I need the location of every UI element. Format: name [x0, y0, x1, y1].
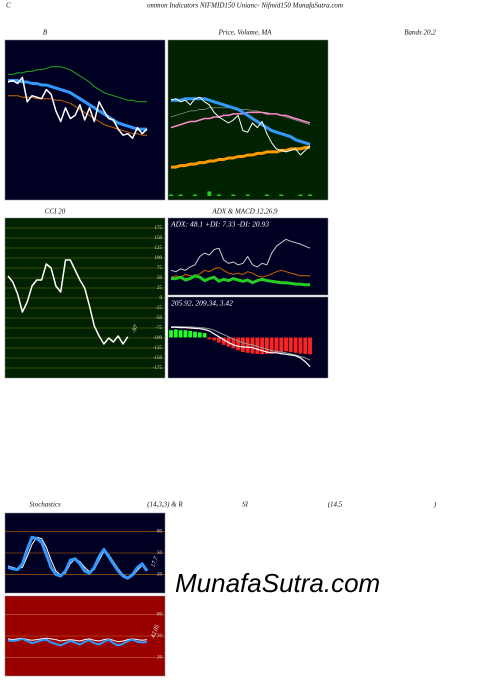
y-tick-label: 50 — [157, 276, 163, 281]
series-line — [7, 637, 148, 643]
panel-title: Bands 20,2 — [404, 29, 436, 37]
bar — [298, 194, 303, 196]
bar — [183, 330, 188, 338]
panel-title: (14,3,3) & R — [147, 501, 183, 509]
bar — [308, 194, 312, 196]
bar — [217, 194, 221, 196]
bar — [207, 337, 212, 340]
panel-title: ADX & MACD 12,26,9 — [211, 208, 278, 216]
series-line — [8, 79, 147, 131]
y-tick-label: 75 — [157, 266, 163, 271]
y-tick-label: 125 — [155, 246, 163, 251]
bar — [193, 331, 197, 338]
indicator-values: ADX: 48.1 +DI: 7.33 -DI: 20.93 — [170, 220, 269, 229]
series-line — [171, 326, 311, 361]
bar — [212, 337, 217, 341]
bar — [207, 191, 212, 196]
bar — [221, 337, 226, 345]
panel-title: Stochastics — [29, 501, 61, 509]
y-tick-label: 50 — [157, 634, 163, 639]
series-line — [170, 111, 311, 129]
series-line — [7, 535, 149, 580]
bar — [269, 337, 274, 354]
y-tick-label: 20 — [157, 573, 163, 578]
series-line — [171, 145, 310, 169]
series-line — [171, 326, 311, 368]
bar — [173, 329, 178, 338]
bar — [178, 194, 183, 196]
bar — [240, 337, 245, 353]
series-line — [170, 238, 311, 273]
bar — [169, 194, 173, 196]
y-tick-label: -50 — [155, 316, 162, 321]
series-line — [7, 76, 148, 139]
watermark: MunafaSutra.com — [175, 568, 380, 598]
panel-title: CCI 20 — [45, 208, 66, 216]
y-tick-label: -75 — [155, 326, 162, 331]
indicator-values: 205.92, 209.34, 3.42 — [171, 299, 233, 308]
series-line — [171, 97, 311, 146]
value-label: 17.7 — [151, 555, 161, 568]
header-left: C — [6, 2, 11, 10]
bar — [217, 337, 221, 343]
series-line — [7, 259, 129, 345]
value-label: -97 — [131, 323, 140, 334]
bar — [279, 337, 284, 353]
bar — [197, 332, 202, 338]
y-tick-label: 100 — [155, 256, 163, 261]
series-line — [7, 637, 148, 647]
panel-title: (14,5 — [328, 501, 343, 509]
bar — [303, 337, 308, 354]
bar — [193, 194, 197, 196]
header-title: ommon Indicators NIFMID150 Unianc- Nifmi… — [147, 2, 343, 10]
panel-title: Price, Volume, MA — [218, 29, 273, 37]
y-tick-label: -150 — [153, 356, 163, 361]
y-tick-label: 150 — [155, 236, 163, 241]
series-line — [171, 274, 310, 287]
bar — [284, 337, 288, 352]
bar — [188, 330, 193, 338]
bar — [255, 337, 260, 354]
y-tick-label: 80 — [157, 613, 163, 618]
bar — [308, 337, 312, 355]
y-tick-label: 0 — [160, 296, 163, 301]
bar — [202, 333, 207, 338]
panel-title: ) — [433, 501, 437, 509]
series-line — [170, 96, 311, 156]
bar — [245, 337, 250, 353]
y-tick-label: -175 — [153, 366, 163, 371]
bar — [250, 337, 255, 354]
panel-title: B — [43, 29, 48, 37]
bar — [260, 337, 264, 355]
bar — [231, 194, 236, 196]
bar — [245, 194, 250, 196]
bar — [288, 337, 293, 353]
panel-title: SI — [242, 501, 249, 509]
y-tick-label: 20 — [157, 656, 163, 661]
value-label: 42.05 — [150, 624, 161, 639]
y-tick-label: 25 — [157, 286, 163, 291]
bar — [298, 337, 303, 354]
bar — [231, 337, 236, 349]
bar — [279, 194, 284, 196]
bar — [264, 194, 269, 196]
panel — [167, 39, 329, 201]
y-tick-label: 80 — [157, 530, 163, 535]
bar — [169, 330, 173, 338]
series-line — [8, 66, 147, 103]
bar — [236, 337, 241, 351]
y-tick-label: 50 — [157, 551, 163, 556]
bar — [274, 337, 279, 353]
y-tick-label: -25 — [155, 306, 162, 311]
y-tick-label: 175 — [155, 226, 163, 231]
y-tick-label: -100 — [153, 336, 163, 341]
bar — [293, 337, 298, 353]
y-tick-label: -125 — [153, 346, 163, 351]
bar — [178, 330, 183, 338]
bar — [264, 337, 269, 354]
